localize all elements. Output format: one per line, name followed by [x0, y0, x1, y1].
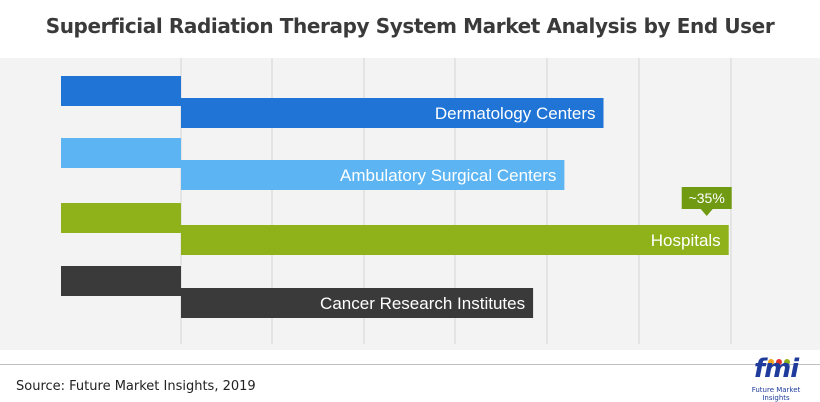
- logo-dots-icon: [768, 352, 792, 370]
- bar-0: [181, 98, 604, 128]
- bar-label-0: Dermatology Centers: [435, 104, 596, 123]
- source-note: Source: Future Market Insights, 2019: [16, 379, 256, 394]
- callout-pointer-0: [700, 209, 713, 216]
- bar-label-3: Cancer Research Institutes: [320, 294, 525, 313]
- bar-3: [181, 288, 534, 318]
- chart-title: Superficial Radiation Therapy System Mar…: [45, 14, 775, 38]
- callout-text-0: ~35%: [689, 190, 725, 206]
- chart-area: Dermatology Centers Ambulatory Surgical C…: [0, 58, 820, 350]
- bar-tab-2: [61, 203, 181, 233]
- callout-box-0: [681, 187, 732, 209]
- logo-subtitle: Future Market Insights: [751, 386, 801, 402]
- bar-tab-3: [61, 266, 181, 296]
- bar-tab-0: [61, 76, 181, 106]
- footer-divider: [0, 364, 820, 365]
- bar-chart: Dermatology Centers Ambulatory Surgical C…: [61, 58, 732, 344]
- bar-2: [181, 225, 729, 255]
- logo-text: fmi: [753, 354, 799, 384]
- bar-tab-1: [61, 138, 181, 168]
- fmi-logo: fmi Future Market Insights: [740, 352, 812, 402]
- bar-label-2: Hospitals: [651, 231, 721, 250]
- bar-label-1: Ambulatory Surgical Centers: [340, 166, 556, 185]
- bar-1: [181, 160, 565, 190]
